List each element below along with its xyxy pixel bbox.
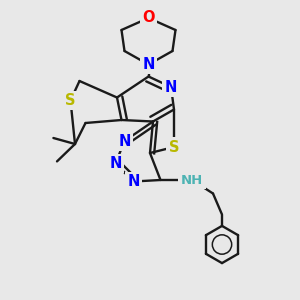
Text: N: N [118, 134, 131, 148]
Text: NH: NH [181, 173, 203, 187]
Text: N: N [142, 57, 155, 72]
Text: N: N [127, 174, 140, 189]
Text: S: S [65, 93, 76, 108]
Text: O: O [142, 11, 155, 26]
Text: N: N [109, 156, 122, 171]
Text: S: S [169, 140, 179, 154]
Text: N: N [165, 80, 177, 94]
